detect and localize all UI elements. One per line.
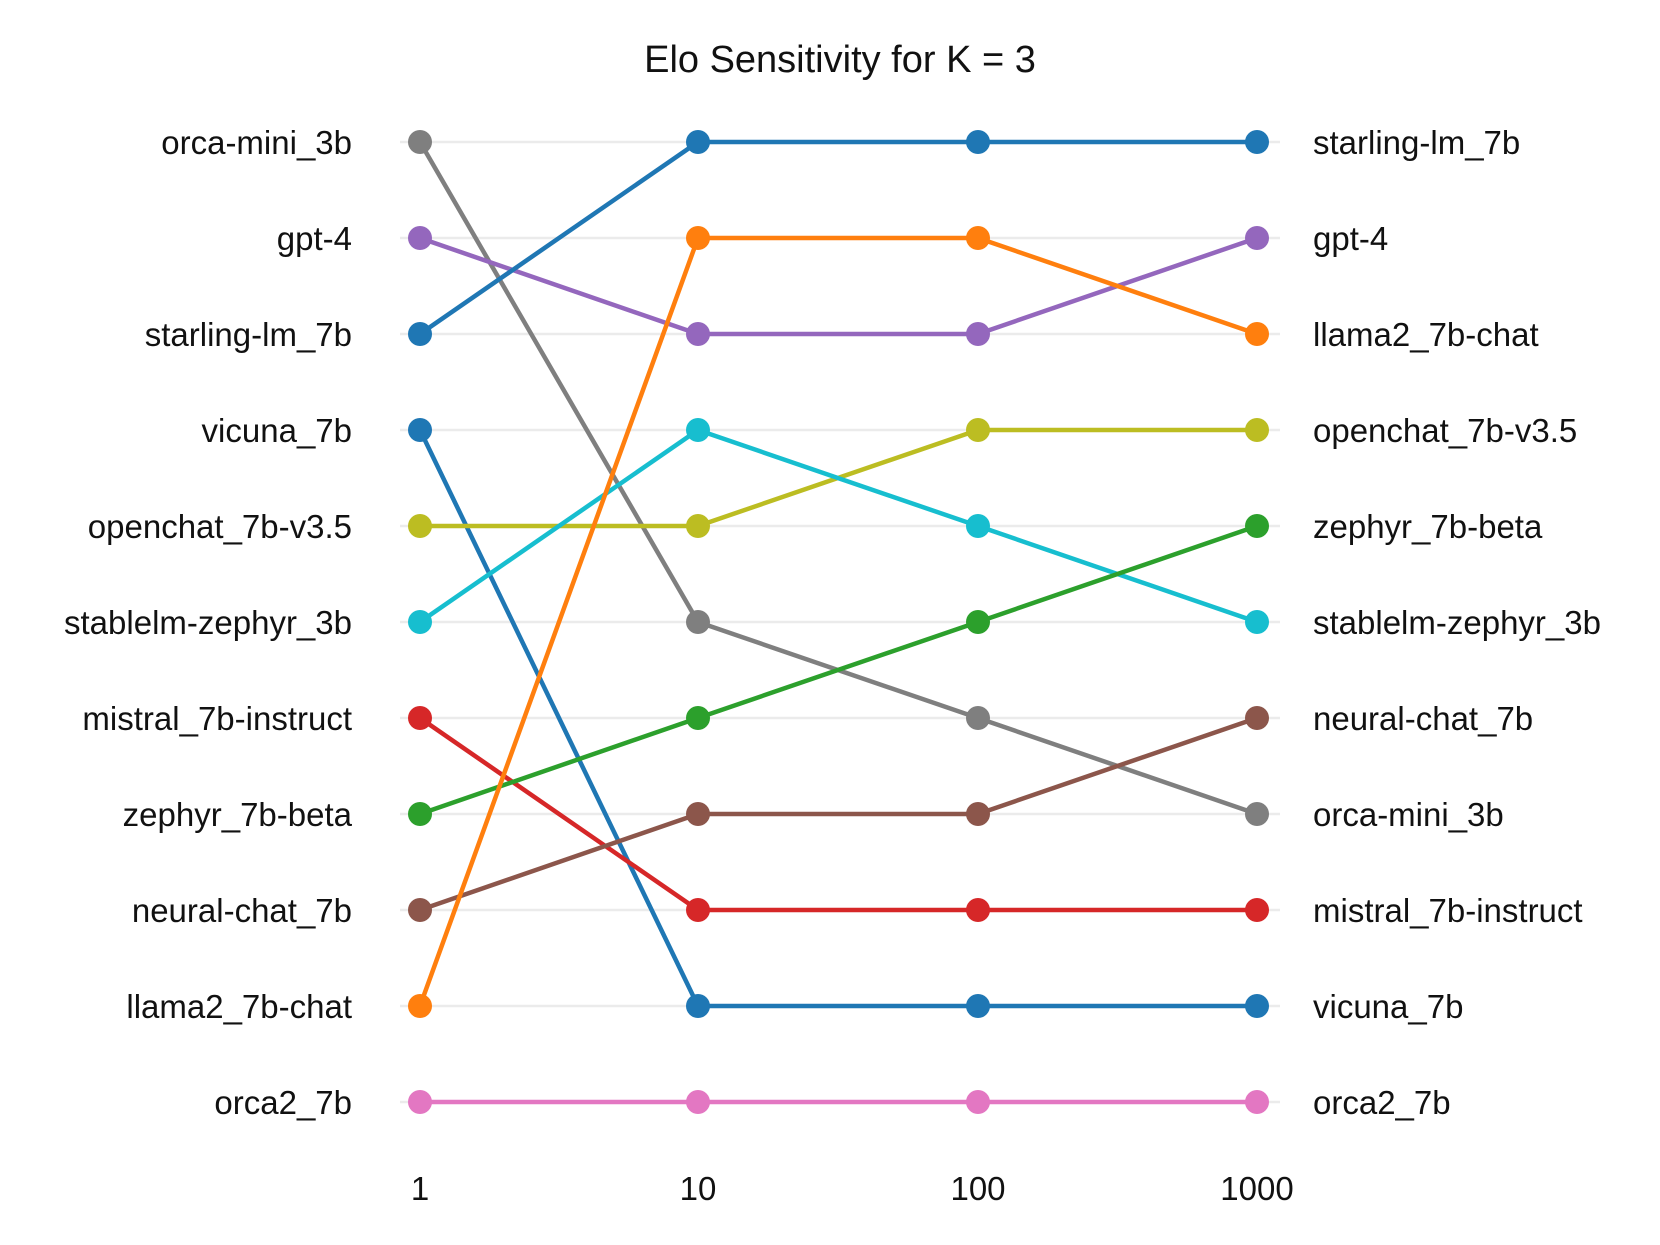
point-mistral_7b-instruct-1000 bbox=[1245, 898, 1269, 922]
point-starling-lm_7b-1000 bbox=[1245, 130, 1269, 154]
right-label-rank-5: zephyr_7b-beta bbox=[1313, 508, 1543, 545]
point-orca-mini_3b-1000 bbox=[1245, 802, 1269, 826]
left-label-rank-5: openchat_7b-v3.5 bbox=[88, 508, 352, 545]
point-orca2_7b-1 bbox=[408, 1090, 432, 1114]
point-starling-lm_7b-100 bbox=[966, 130, 990, 154]
series-line-zephyr_7b-beta bbox=[419, 523, 1258, 817]
series-lines bbox=[408, 130, 1269, 1114]
point-stablelm-zephyr_3b-100 bbox=[966, 514, 990, 538]
point-gpt-4-100 bbox=[966, 322, 990, 346]
point-openchat_7b-v3.5-10 bbox=[686, 514, 710, 538]
gridlines bbox=[400, 140, 1280, 1104]
right-label-rank-2: gpt-4 bbox=[1313, 220, 1388, 257]
point-neural-chat_7b-10 bbox=[686, 802, 710, 826]
series-line-llama2_7b-chat bbox=[417, 235, 1258, 1007]
right-label-rank-7: neural-chat_7b bbox=[1313, 700, 1533, 737]
point-gpt-4-1 bbox=[408, 226, 432, 250]
point-mistral_7b-instruct-1 bbox=[408, 706, 432, 730]
left-label-rank-6: stablelm-zephyr_3b bbox=[64, 604, 352, 641]
series-orca2_7b bbox=[408, 1090, 1269, 1114]
point-zephyr_7b-beta-100 bbox=[966, 610, 990, 634]
point-vicuna_7b-100 bbox=[966, 994, 990, 1018]
point-gpt-4-10 bbox=[686, 322, 710, 346]
point-vicuna_7b-10 bbox=[686, 994, 710, 1018]
point-mistral_7b-instruct-100 bbox=[966, 898, 990, 922]
rank-labels: orca-mini_3b gpt-4 starling-lm_7b vicuna_7b… bbox=[64, 124, 1601, 1121]
point-llama2_7b-chat-1000 bbox=[1245, 322, 1269, 346]
point-vicuna_7b-1 bbox=[408, 418, 432, 442]
right-label-rank-4: openchat_7b-v3.5 bbox=[1313, 412, 1577, 449]
left-label-rank-11: orca2_7b bbox=[214, 1084, 352, 1121]
left-label-rank-10: llama2_7b-chat bbox=[126, 988, 352, 1025]
right-label-rank-10: vicuna_7b bbox=[1313, 988, 1463, 1025]
point-stablelm-zephyr_3b-10 bbox=[686, 418, 710, 442]
right-label-rank-6: stablelm-zephyr_3b bbox=[1313, 604, 1601, 641]
series-llama2_7b-chat bbox=[408, 226, 1269, 1018]
left-label-rank-2: gpt-4 bbox=[277, 220, 352, 257]
series-gpt-4 bbox=[408, 226, 1269, 346]
series-zephyr_7b-beta bbox=[408, 514, 1269, 826]
point-zephyr_7b-beta-10 bbox=[686, 706, 710, 730]
point-orca2_7b-100 bbox=[966, 1090, 990, 1114]
right-label-rank-11: orca2_7b bbox=[1313, 1084, 1451, 1121]
point-zephyr_7b-beta-1 bbox=[408, 802, 432, 826]
point-stablelm-zephyr_3b-1000 bbox=[1245, 610, 1269, 634]
right-label-rank-3: llama2_7b-chat bbox=[1313, 316, 1539, 353]
point-openchat_7b-v3.5-1000 bbox=[1245, 418, 1269, 442]
point-llama2_7b-chat-10 bbox=[686, 226, 710, 250]
x-tick-1: 1 bbox=[411, 1170, 429, 1207]
point-starling-lm_7b-10 bbox=[686, 130, 710, 154]
point-openchat_7b-v3.5-1 bbox=[408, 514, 432, 538]
point-orca-mini_3b-100 bbox=[966, 706, 990, 730]
point-llama2_7b-chat-1 bbox=[408, 994, 432, 1018]
x-tick-100: 100 bbox=[950, 1170, 1005, 1207]
chart-title: Elo Sensitivity for K = 3 bbox=[644, 39, 1036, 81]
left-label-rank-3: starling-lm_7b bbox=[145, 316, 352, 353]
right-label-rank-1: starling-lm_7b bbox=[1313, 124, 1520, 161]
point-neural-chat_7b-100 bbox=[966, 802, 990, 826]
x-axis-ticks: 1 10 100 1000 bbox=[411, 1170, 1294, 1207]
left-label-rank-4: vicuna_7b bbox=[202, 412, 352, 449]
point-starling-lm_7b-1 bbox=[408, 322, 432, 346]
point-zephyr_7b-beta-1000 bbox=[1245, 514, 1269, 538]
point-mistral_7b-instruct-10 bbox=[686, 898, 710, 922]
point-orca-mini_3b-10 bbox=[686, 610, 710, 634]
series-line-vicuna_7b bbox=[417, 429, 1257, 1009]
right-label-rank-9: mistral_7b-instruct bbox=[1313, 892, 1583, 929]
series-line-neural-chat_7b bbox=[419, 715, 1258, 913]
point-gpt-4-1000 bbox=[1245, 226, 1269, 250]
series-starling-lm_7b bbox=[408, 130, 1269, 346]
left-label-rank-1: orca-mini_3b bbox=[161, 124, 352, 161]
point-orca2_7b-1000 bbox=[1245, 1090, 1269, 1114]
point-neural-chat_7b-1 bbox=[408, 898, 432, 922]
left-label-rank-8: zephyr_7b-beta bbox=[123, 796, 353, 833]
point-llama2_7b-chat-100 bbox=[966, 226, 990, 250]
series-line-gpt-4 bbox=[419, 235, 1258, 337]
point-orca-mini_3b-1 bbox=[408, 130, 432, 154]
x-tick-1000: 1000 bbox=[1220, 1170, 1293, 1207]
series-neural-chat_7b bbox=[408, 706, 1269, 922]
series-mistral_7b-instruct bbox=[408, 706, 1269, 922]
left-label-rank-9: neural-chat_7b bbox=[132, 892, 352, 929]
point-openchat_7b-v3.5-100 bbox=[966, 418, 990, 442]
left-label-rank-7: mistral_7b-instruct bbox=[82, 700, 352, 737]
point-neural-chat_7b-1000 bbox=[1245, 706, 1269, 730]
series-vicuna_7b bbox=[408, 418, 1269, 1018]
right-label-rank-8: orca-mini_3b bbox=[1313, 796, 1504, 833]
point-vicuna_7b-1000 bbox=[1245, 994, 1269, 1018]
point-orca2_7b-10 bbox=[686, 1090, 710, 1114]
x-tick-10: 10 bbox=[680, 1170, 717, 1207]
series-line-starling-lm_7b bbox=[418, 139, 1257, 336]
series-line-mistral_7b-instruct bbox=[418, 716, 1257, 913]
point-stablelm-zephyr_3b-1 bbox=[408, 610, 432, 634]
